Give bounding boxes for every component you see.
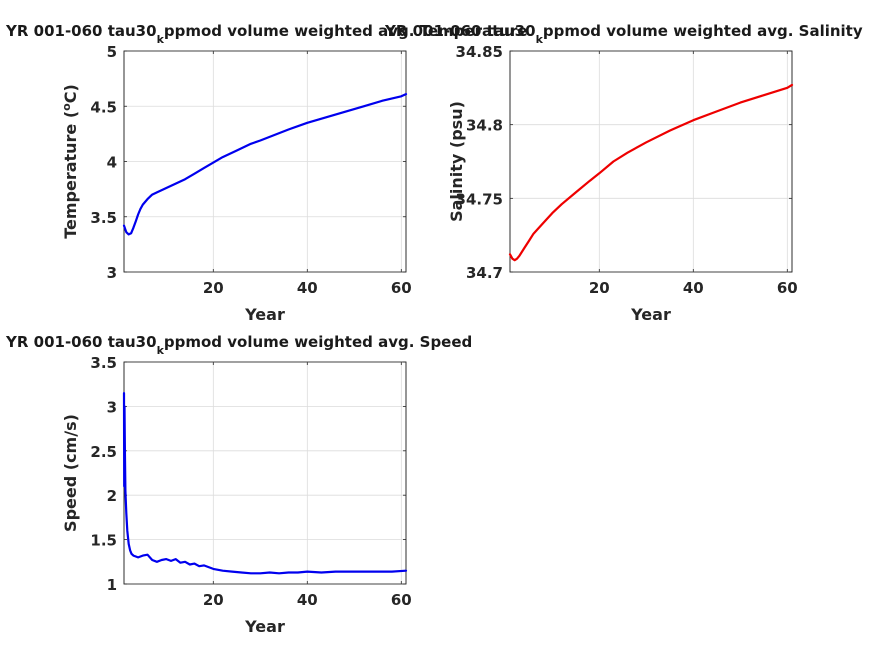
salt-title: YR 001-060 tau30kppmod volume weighted a… [384, 22, 863, 46]
speed-title-sub: k [157, 344, 165, 357]
temp-ylabel: Temperature (oC) [60, 84, 80, 239]
salt-ylabel: Salinity (psu) [447, 101, 466, 222]
salt-xtick-label: 60 [777, 279, 798, 297]
speed-ytick-label: 1.5 [90, 532, 117, 550]
temp-title-sub: k [157, 33, 165, 46]
temp-xlabel: Year [244, 305, 285, 324]
temp-xtick-label: 40 [297, 279, 318, 297]
salt-ytick-label: 34.75 [456, 190, 503, 208]
salt-ytick-label: 34.85 [456, 43, 503, 61]
temp-ytick-label: 4.5 [90, 98, 117, 116]
temp-axes: 20 40 60 3 3.5 4 4.5 5 Year Temperature (oC) [60, 43, 412, 324]
temp-ytick-label: 4 [107, 154, 117, 172]
temp-frame [123, 50, 407, 273]
temp-series-line [122, 92, 408, 236]
salt-frame [509, 50, 793, 273]
speed-plot-area [123, 361, 407, 585]
speed-title-main: YR 001-060 tau30 [5, 333, 157, 351]
salt-xtick-label: 40 [683, 279, 704, 297]
speed-xlabel: Year [244, 617, 285, 636]
salt-title-sub: k [536, 33, 544, 46]
salt-plot-area [509, 50, 793, 273]
temp-ylabel-sup: o [60, 103, 73, 111]
salt-series-line [508, 83, 794, 262]
salt-ytick-label: 34.8 [466, 117, 503, 135]
speed-title-rest: ppmod volume weighted avg. Speed [164, 333, 472, 351]
speed-xtick-label: 60 [391, 591, 412, 609]
speed-series-line [122, 392, 408, 575]
speed-axes: 20 40 60 1 1.5 2 2.5 3 3.5 Year Speed (cm/s) [61, 354, 412, 636]
temp-ytick-label: 5 [107, 43, 117, 61]
salt-title-main: YR 001-060 tau30 [384, 22, 536, 40]
speed-ylabel: Speed (cm/s) [61, 414, 80, 532]
temp-ylabel-post: C) [61, 84, 80, 103]
temp-ylabel-pre: Temperature ( [61, 111, 80, 239]
temp-xtick-label: 20 [203, 279, 224, 297]
speed-xtick-label: 20 [203, 591, 224, 609]
temp-xtick-label: 60 [391, 279, 412, 297]
speed-xtick-label: 40 [297, 591, 318, 609]
salt-axes: 20 40 60 34.7 34.75 34.8 34.85 Year Salinity (ps… [447, 43, 798, 324]
temp-title-main: YR 001-060 tau30 [5, 22, 157, 40]
salt-ytick-label: 34.7 [466, 264, 503, 282]
salt-xlabel: Year [630, 305, 671, 324]
salt-xtick-label: 20 [589, 279, 610, 297]
temp-title-rest: ppmod volume weighted avg. Temperature [164, 22, 528, 40]
speed-title: YR 001-060 tau30kppmod volume weighted a… [5, 333, 472, 357]
speed-ytick-label: 2 [107, 487, 117, 505]
speed-ytick-label: 3 [107, 398, 117, 416]
temp-ytick-label: 3.5 [90, 209, 117, 227]
speed-ytick-label: 2.5 [90, 443, 117, 461]
temp-ytick-label: 3 [107, 264, 117, 282]
salt-title-rest: ppmod volume weighted avg. Salinity [543, 22, 863, 40]
speed-ytick-label: 1 [107, 576, 117, 594]
temp-title: YR 001-060 tau30kppmod volume weighted a… [5, 22, 528, 46]
speed-ytick-label: 3.5 [90, 354, 117, 372]
